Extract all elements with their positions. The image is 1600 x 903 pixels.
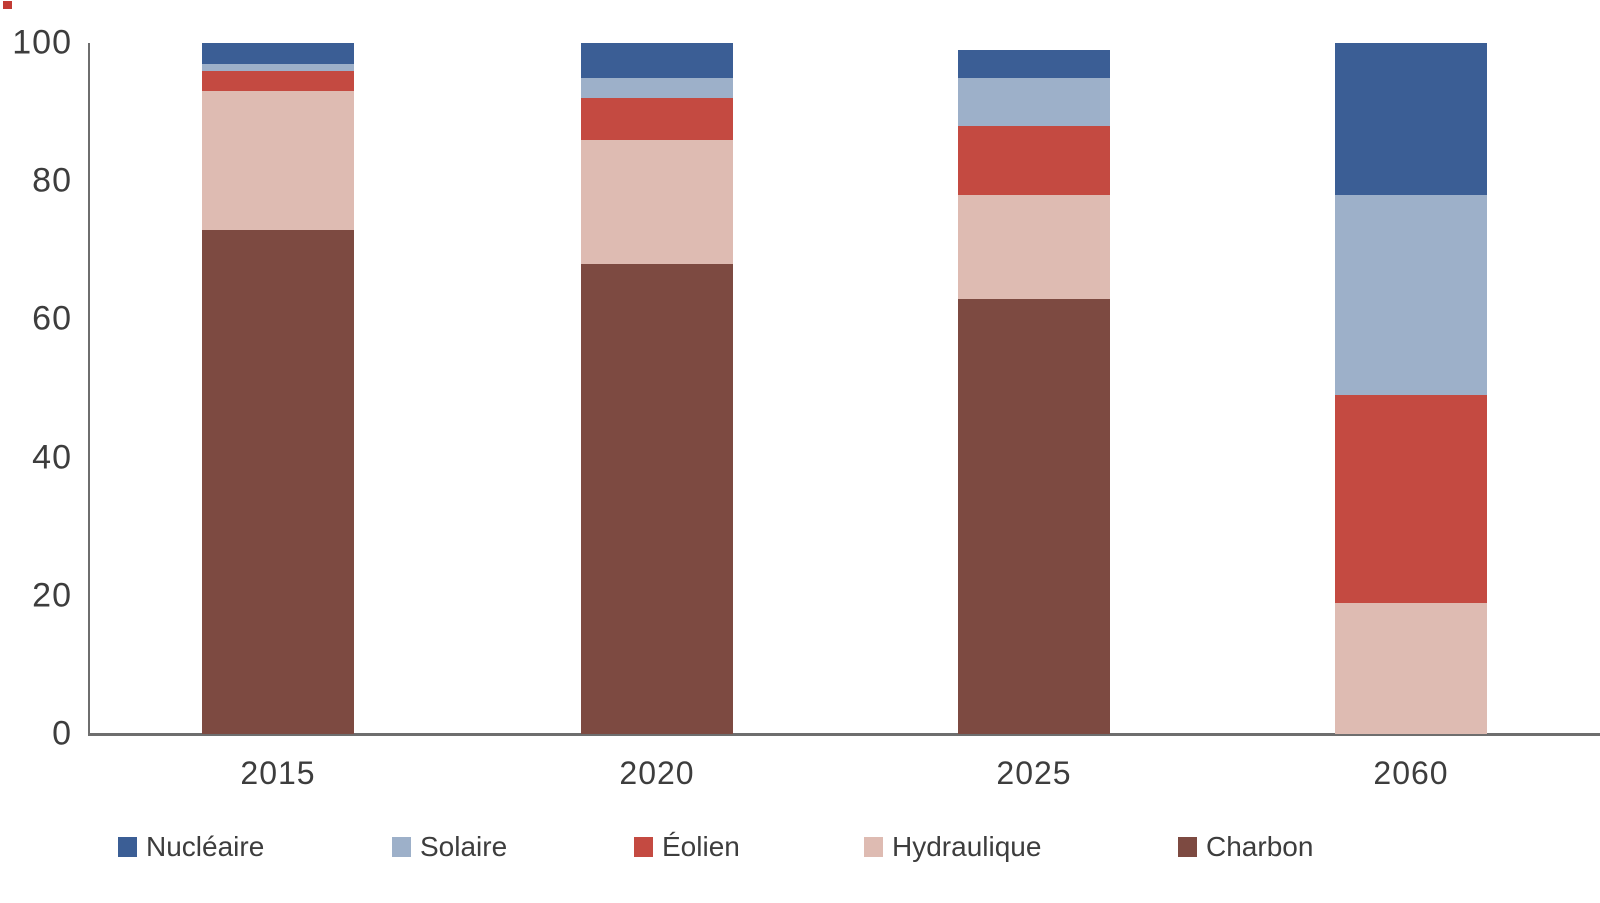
legend-item-solaire: Solaire — [392, 831, 507, 862]
bar-segment-2025-hydraulique — [958, 195, 1110, 299]
legend: Nucléaire Solaire Éolien Hydraulique Charbon — [0, 831, 1600, 863]
y-tick-label: 80 — [32, 161, 72, 200]
y-tick-label: 20 — [32, 576, 72, 615]
bar-segment-2060-éolien — [1335, 395, 1487, 603]
y-tick-label: 100 — [12, 23, 72, 62]
top-left-artifact — [3, 1, 12, 9]
y-axis-line — [88, 43, 90, 735]
legend-label: Hydraulique — [892, 831, 1042, 862]
bar-segment-2015-charbon — [202, 229, 354, 734]
x-tick-label: 2025 — [996, 755, 1072, 791]
bar-segment-2025-nucléaire — [958, 49, 1110, 78]
bar-segment-2020-nucléaire — [581, 43, 733, 78]
legend-swatch-icon — [634, 837, 653, 857]
x-axis-line — [88, 733, 1600, 736]
bar-segment-2020-hydraulique — [581, 139, 733, 265]
legend-item-nucléaire: Nucléaire — [118, 831, 264, 862]
legend-swatch-icon — [392, 837, 411, 857]
bar-segment-2020-charbon — [581, 264, 733, 734]
bar-segment-2060-hydraulique — [1335, 602, 1487, 734]
legend-swatch-icon — [1178, 837, 1197, 857]
legend-item-hydraulique: Hydraulique — [864, 831, 1041, 862]
bar-segment-2060-nucléaire — [1335, 43, 1487, 196]
y-tick-label: 60 — [32, 299, 72, 338]
legend-swatch-icon — [118, 837, 137, 857]
bar-segment-2025-charbon — [958, 298, 1110, 734]
bar-segment-2015-éolien — [202, 70, 354, 92]
bar-segment-2015-hydraulique — [202, 91, 354, 230]
legend-label: Solaire — [420, 831, 508, 862]
bar-segment-2015-nucléaire — [202, 43, 354, 64]
y-tick-label: 40 — [32, 438, 72, 477]
y-tick-label: 0 — [52, 714, 72, 753]
legend-label: Éolien — [662, 831, 740, 862]
bar-segment-2015-solaire — [202, 63, 354, 71]
x-tick-label: 2060 — [1373, 755, 1449, 791]
bar-segment-2020-éolien — [581, 98, 733, 140]
legend-label: Charbon — [1206, 831, 1314, 862]
legend-label: Nucléaire — [146, 831, 265, 862]
legend-item-charbon: Charbon — [1178, 831, 1313, 862]
bar-segment-2025-solaire — [958, 77, 1110, 126]
x-tick-label: 2020 — [619, 755, 695, 791]
x-tick-label: 2015 — [240, 755, 316, 791]
bar-segment-2060-solaire — [1335, 195, 1487, 396]
bar-segment-2025-éolien — [958, 125, 1110, 195]
legend-item-éolien: Éolien — [634, 831, 740, 862]
legend-swatch-icon — [864, 837, 883, 857]
bar-segment-2020-solaire — [581, 77, 733, 99]
